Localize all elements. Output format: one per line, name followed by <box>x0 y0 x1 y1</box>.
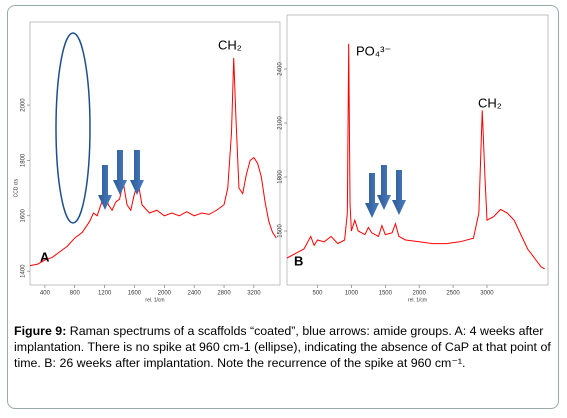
arrows-b <box>365 165 406 218</box>
x-tick-label: 3200 <box>247 291 261 297</box>
y-axis-label: CCD cts <box>13 178 19 197</box>
arrows-a <box>98 150 144 210</box>
x-tick-label: 1600 <box>128 291 142 297</box>
peak-label: CH₂ <box>218 37 242 52</box>
x-axis-label: rel. 1/cm <box>408 297 427 303</box>
caption-text: Raman spectrums of a scaffolds “coated”,… <box>14 324 551 370</box>
x-tick-label: 2500 <box>446 291 460 297</box>
x-tick-label: 2400 <box>187 291 201 297</box>
x-tick-label: 500 <box>312 291 323 297</box>
figure-frame <box>7 5 559 409</box>
y-tick-label: 1400 <box>21 264 27 278</box>
x-tick-label: 2000 <box>413 291 427 297</box>
spectrum-line <box>286 43 545 270</box>
x-tick-label: 1200 <box>98 291 112 297</box>
x-tick-label: 800 <box>70 291 81 297</box>
caption: Figure 9: Raman spectrums of a scaffolds… <box>14 323 554 371</box>
peak-label: CH₂ <box>478 95 502 110</box>
x-axis-label: rel. 1/cm <box>145 297 164 303</box>
y-tick-label: 1800 <box>278 170 284 184</box>
plot-area <box>286 14 549 286</box>
ellipse <box>55 32 91 224</box>
spectrum-line <box>29 57 277 267</box>
y-tick-label: 2000 <box>21 98 27 112</box>
y-tick-label: 2100 <box>278 116 284 130</box>
x-tick-label: 2800 <box>217 291 231 297</box>
x-tick-label: 1500 <box>379 291 393 297</box>
x-tick-label: 2000 <box>158 291 172 297</box>
x-tick-label: 1000 <box>345 291 359 297</box>
figure: 400 800 1200 1600 2000 2400 2800 3200 1400 1600 18… <box>13 14 549 303</box>
panel-label: B <box>294 253 303 268</box>
y-tick-label: 1500 <box>278 224 284 238</box>
y-tick-label: 1600 <box>21 208 27 222</box>
y-tick-label: 2400 <box>278 62 284 76</box>
y-tick-label: 1800 <box>21 153 27 167</box>
x-tick-label: 3000 <box>480 291 494 297</box>
x-tick-label: 400 <box>40 291 51 297</box>
caption-label: Figure 9: <box>14 324 67 338</box>
peak-label: PO₄³⁻ <box>356 43 391 58</box>
panel-label: A <box>40 249 50 264</box>
